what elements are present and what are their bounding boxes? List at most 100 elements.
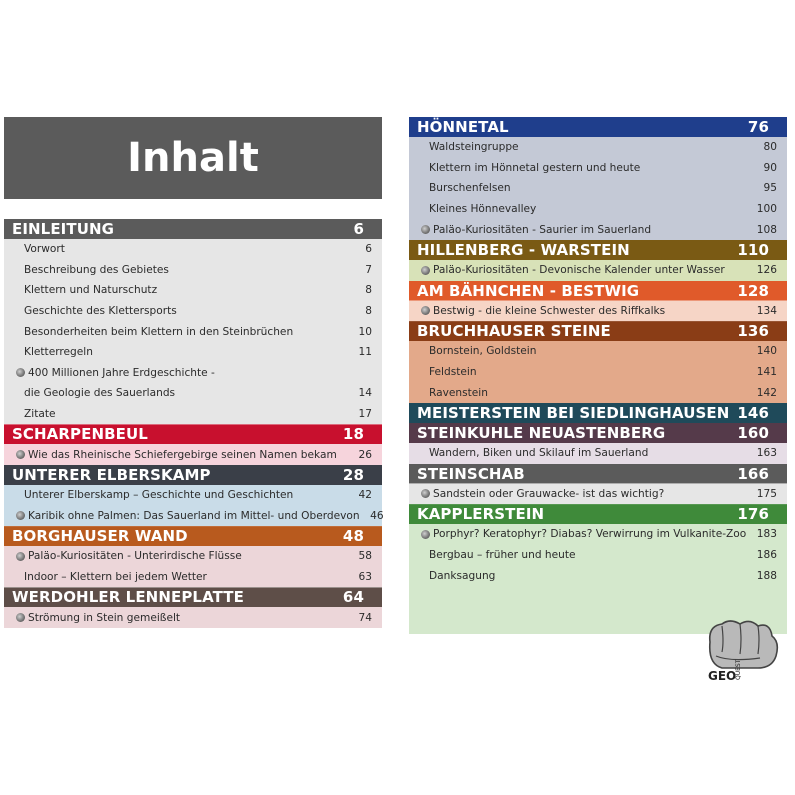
entry-title: 400 Millionen Jahre Erdgeschichte - bbox=[16, 367, 215, 379]
entry-title: Sandstein oder Grauwacke- ist das wichti… bbox=[421, 488, 664, 500]
entry-title: Bergbau – früher und heute bbox=[429, 549, 576, 561]
entry-title-text: Strömung in Stein gemeißelt bbox=[28, 611, 181, 624]
section-heading[interactable]: WERDOHLER LENNEPLATTE 64 bbox=[4, 587, 382, 608]
section-heading[interactable]: MEISTERSTEIN BEI SIEDLINGHAUSEN 146 bbox=[409, 402, 787, 423]
entry-page-number: 14 bbox=[358, 387, 372, 400]
section-entries: Sandstein oder Grauwacke- ist das wichti… bbox=[409, 483, 787, 505]
entry-title-text: Unterer Elberskamp – Geschichte und Gesc… bbox=[24, 489, 294, 502]
toc-entry[interactable]: Paläo-Kuriositäten - Saurier im Sauerlan… bbox=[409, 219, 787, 240]
entry-title-text: Geschichte des Klettersports bbox=[24, 305, 177, 318]
toc-entry[interactable]: Paläo-Kuriositäten - Unterirdische Flüss… bbox=[4, 546, 382, 567]
section-title: UNTERER ELBERSKAMP bbox=[12, 465, 211, 484]
toc-entry[interactable]: die Geologie des Sauerlands 14 bbox=[4, 383, 382, 404]
section-heading[interactable]: AM BÄHNCHEN - BESTWIG 128 bbox=[409, 280, 787, 301]
entry-page-number: 175 bbox=[756, 487, 777, 500]
toc-entry[interactable]: Geschichte des Klettersports 8 bbox=[4, 301, 382, 322]
logo-text: GEO bbox=[708, 669, 736, 683]
toc-entry[interactable]: Kleines Hönnevalley 100 bbox=[409, 199, 787, 220]
entry-page-number: 80 bbox=[763, 141, 777, 154]
section-title: AM BÄHNCHEN - BESTWIG bbox=[417, 281, 640, 300]
section-heading[interactable]: BRUCHHAUSER STEINE 136 bbox=[409, 321, 787, 342]
entry-title-text: Karibik ohne Palmen: Das Sauerland im Mi… bbox=[28, 509, 360, 522]
toc-section-werdohler-lenneplatte: WERDOHLER LENNEPLATTE 64 Strömung in Stein… bbox=[4, 587, 382, 628]
toc-entry[interactable]: Burschenfelsen 95 bbox=[409, 178, 787, 199]
entry-title: Waldsteingruppe bbox=[429, 141, 519, 153]
entry-title-text: Danksagung bbox=[429, 569, 496, 582]
section-heading[interactable]: EINLEITUNG 6 bbox=[4, 219, 382, 239]
section-heading[interactable]: SCHARPENBEUL 18 bbox=[4, 424, 382, 445]
entry-title-text: Bestwig - die kleine Schwester des Riffk… bbox=[433, 304, 666, 317]
section-entries: Wie das Rheinische Schiefergebirge seine… bbox=[4, 444, 382, 465]
right-sections: HÖNNETAL 76 Waldsteingruppe 80 Klettern im H… bbox=[409, 117, 787, 634]
ammonite-fossil-icon bbox=[16, 511, 25, 521]
toc-section-meisterstein-bei-siedlinghausen: MEISTERSTEIN BEI SIEDLINGHAUSEN 146 bbox=[409, 402, 787, 423]
toc-entry[interactable]: Bergbau – früher und heute 186 bbox=[409, 545, 787, 566]
toc-entry[interactable]: Wandern, Biken und Skilauf im Sauerland 1… bbox=[409, 443, 787, 464]
entry-title-text: Feldstein bbox=[429, 366, 477, 379]
section-page-number: 48 bbox=[342, 527, 364, 546]
toc-entry[interactable]: Strömung in Stein gemeißelt 74 bbox=[4, 607, 382, 628]
section-entries: Bestwig - die kleine Schwester des Riffk… bbox=[409, 300, 787, 322]
toc-entry[interactable]: Zitate 17 bbox=[4, 404, 382, 425]
entry-title-text: Indoor – Klettern bei jedem Wetter bbox=[24, 571, 207, 584]
toc-entry[interactable]: Klettern im Hönnetal gestern und heute 90 bbox=[409, 158, 787, 179]
ammonite-fossil-icon bbox=[421, 489, 430, 499]
section-page-number: 76 bbox=[747, 118, 769, 136]
section-heading[interactable]: STEINKUHLE NEUASTENBERG 160 bbox=[409, 422, 787, 443]
toc-entry[interactable]: Bornstein, Goldstein 140 bbox=[409, 341, 787, 362]
entry-title: Strömung in Stein gemeißelt bbox=[16, 612, 180, 624]
section-heading[interactable]: STEINSCHAB 166 bbox=[409, 463, 787, 484]
toc-entry[interactable]: Danksagung 188 bbox=[409, 565, 787, 586]
section-entries: Paläo-Kuriositäten - Unterirdische Flüss… bbox=[4, 546, 382, 588]
toc-entry[interactable]: Feldstein 141 bbox=[409, 362, 787, 383]
toc-entry[interactable]: Porphyr? Keratophyr? Diabas? Verwirrung … bbox=[409, 524, 787, 545]
toc-entry[interactable]: Paläo-Kuriositäten - Devonische Kalender… bbox=[409, 260, 787, 281]
toc-right-column: HÖNNETAL 76 Waldsteingruppe 80 Klettern im H… bbox=[409, 117, 787, 634]
ammonite-fossil-icon bbox=[421, 306, 430, 316]
toc-entry[interactable]: Waldsteingruppe 80 bbox=[409, 137, 787, 158]
section-entries: Porphyr? Keratophyr? Diabas? Verwirrung … bbox=[409, 524, 787, 634]
toc-entry[interactable]: Unterer Elberskamp – Geschichte und Gesc… bbox=[4, 485, 382, 506]
section-page-number: 6 bbox=[353, 220, 364, 238]
section-heading[interactable]: UNTERER ELBERSKAMP 28 bbox=[4, 464, 382, 485]
section-title: STEINKUHLE NEUASTENBERG bbox=[417, 423, 666, 442]
toc-section-kapplerstein: KAPPLERSTEIN 176 Porphyr? Keratophyr? Diab… bbox=[409, 504, 787, 634]
entry-title-text: Waldsteingruppe bbox=[429, 141, 519, 154]
section-heading[interactable]: KAPPLERSTEIN 176 bbox=[409, 504, 787, 525]
entry-page-number: 6 bbox=[365, 243, 372, 256]
entry-title-text: Ravenstein bbox=[429, 386, 488, 399]
toc-entry[interactable]: Ravenstein 142 bbox=[409, 382, 787, 403]
toc-entry[interactable]: 400 Millionen Jahre Erdgeschichte - bbox=[4, 363, 382, 384]
entry-title: Klettern und Naturschutz bbox=[24, 284, 157, 296]
entry-title: Indoor – Klettern bei jedem Wetter bbox=[24, 571, 207, 583]
toc-entry[interactable]: Beschreibung des Gebietes 7 bbox=[4, 260, 382, 281]
section-heading[interactable]: BORGHAUSER WAND 48 bbox=[4, 526, 382, 547]
entry-title-text: Paläo-Kuriositäten - Devonische Kalender… bbox=[433, 264, 725, 277]
entry-title: Karibik ohne Palmen: Das Sauerland im Mi… bbox=[16, 510, 360, 522]
section-title: HILLENBERG - WARSTEIN bbox=[417, 240, 630, 259]
toc-entry[interactable]: Klettern und Naturschutz 8 bbox=[4, 280, 382, 301]
toc-entry[interactable]: Karibik ohne Palmen: Das Sauerland im Mi… bbox=[4, 506, 384, 527]
entry-title-text: Porphyr? Keratophyr? Diabas? Verwirrung … bbox=[433, 528, 747, 541]
toc-entry[interactable]: Vorwort 6 bbox=[4, 239, 382, 260]
entry-title-text: Paläo-Kuriositäten - Unterirdische Flüss… bbox=[28, 550, 242, 563]
entry-title: Paläo-Kuriositäten - Unterirdische Flüss… bbox=[16, 550, 242, 562]
toc-section-steinschab: STEINSCHAB 166 Sandstein oder Grauwacke- i… bbox=[409, 463, 787, 505]
entry-page-number: 188 bbox=[756, 569, 777, 582]
entry-title-text: Klettern im Hönnetal gestern und heute bbox=[429, 161, 641, 174]
entry-page-number: 126 bbox=[756, 264, 777, 277]
entry-title-text: Burschenfelsen bbox=[429, 182, 511, 195]
toc-entry[interactable]: Sandstein oder Grauwacke- ist das wichti… bbox=[409, 484, 787, 505]
section-page-number: 160 bbox=[737, 423, 769, 442]
page-title: Inhalt bbox=[4, 117, 382, 199]
toc-entry[interactable]: Kletterregeln 11 bbox=[4, 342, 382, 363]
toc-entry[interactable]: Wie das Rheinische Schiefergebirge seine… bbox=[4, 444, 382, 465]
entry-page-number: 163 bbox=[756, 447, 777, 460]
section-title: BRUCHHAUSER STEINE bbox=[417, 322, 611, 341]
toc-entry[interactable]: Besonderheiten beim Klettern in den Stei… bbox=[4, 321, 382, 342]
section-heading[interactable]: HILLENBERG - WARSTEIN 110 bbox=[409, 239, 787, 260]
toc-entry[interactable]: Bestwig - die kleine Schwester des Riffk… bbox=[409, 301, 787, 322]
section-heading[interactable]: HÖNNETAL 76 bbox=[409, 117, 787, 137]
toc-entry[interactable]: Indoor – Klettern bei jedem Wetter 63 bbox=[4, 567, 382, 588]
entry-page-number: 108 bbox=[756, 223, 777, 236]
